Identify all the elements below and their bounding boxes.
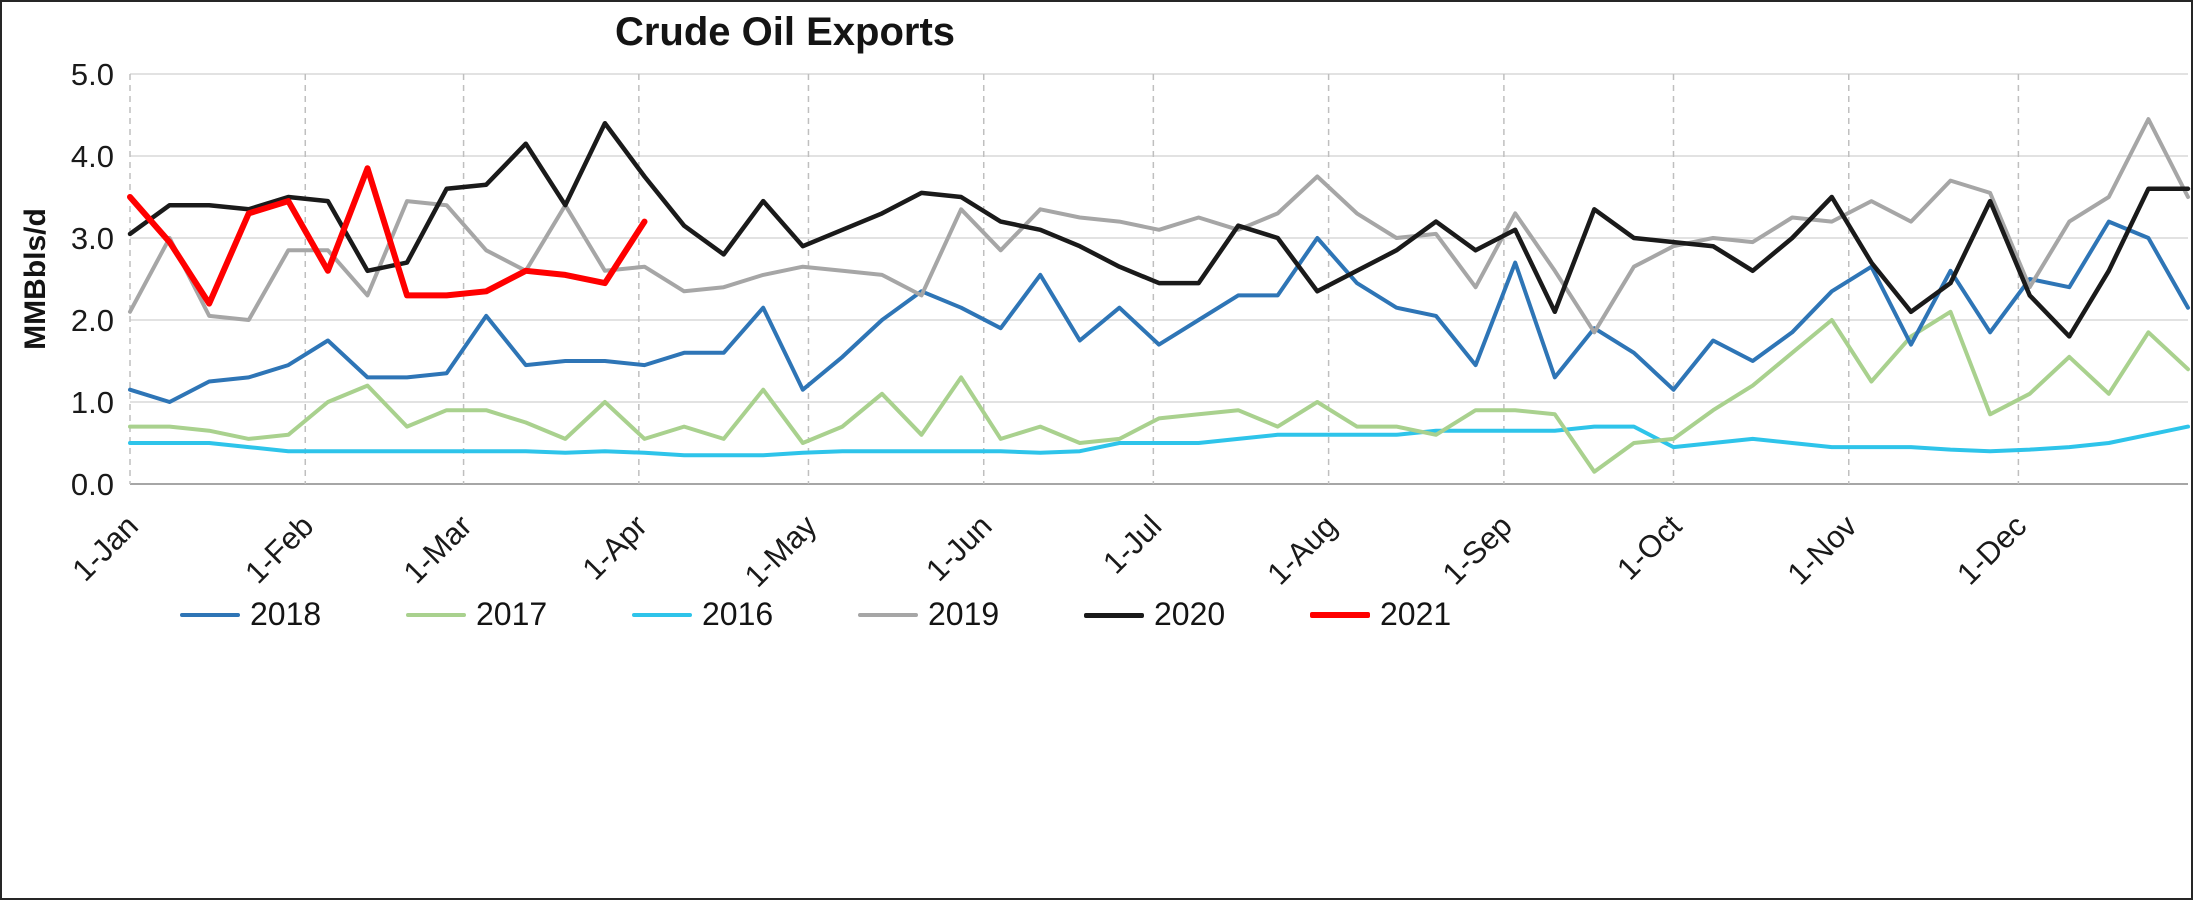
x-tick-label: 1-Oct xyxy=(1610,508,1689,587)
chart-title: Crude Oil Exports xyxy=(614,10,956,54)
x-tick-label: 1-Apr xyxy=(575,508,653,586)
x-tick-label: 1-Jan xyxy=(65,508,145,588)
legend-swatch-2016 xyxy=(632,613,692,617)
legend-item-2017: 2017 xyxy=(406,598,632,632)
legend-label-2021: 2021 xyxy=(1380,596,1452,632)
series-line-2020 xyxy=(127,120,2191,339)
series-line-2018 xyxy=(128,219,2190,404)
plot-area: 0.0 1.0 2.0 3.0 4.0 5.0 1-Jan 1-Feb 1-Mar 1-Apr 1-… xyxy=(65,57,2191,594)
y-tick-label: 5.0 xyxy=(71,57,114,92)
legend-label-2018: 2018 xyxy=(250,596,322,632)
series-line-2016 xyxy=(128,424,2190,458)
legend-swatch-2021 xyxy=(1310,612,1370,618)
legend-swatch-2020 xyxy=(1084,612,1144,618)
x-tick-label: 1-Nov xyxy=(1780,508,1864,592)
x-tick-label: 1-May xyxy=(738,508,824,594)
y-tick-label: 1.0 xyxy=(71,385,114,420)
legend-label-2020: 2020 xyxy=(1154,596,1226,632)
y-tick-label: 0.0 xyxy=(71,467,114,502)
series-line-2017 xyxy=(128,309,2190,474)
x-tick-label: 1-Jun xyxy=(919,508,999,588)
legend-item-2021: 2021 xyxy=(1310,598,1536,632)
legend-label-2019: 2019 xyxy=(928,596,1000,632)
legend-label-2016: 2016 xyxy=(702,596,774,632)
series-line-2019 xyxy=(128,117,2190,335)
legend-item-2020: 2020 xyxy=(1084,598,1310,632)
y-tick-label: 3.0 xyxy=(71,221,114,256)
x-tick-label: 1-Mar xyxy=(397,508,479,590)
legend-item-2019: 2019 xyxy=(858,598,1084,632)
y-tick-label: 4.0 xyxy=(71,139,114,174)
x-tick-label: 1-Feb xyxy=(238,508,320,590)
x-tick-label: 1-Sep xyxy=(1436,508,1519,591)
x-tick-label: 1-Dec xyxy=(1950,508,2033,591)
x-tick-label: 1-Jul xyxy=(1096,508,1168,580)
legend-item-2016: 2016 xyxy=(632,598,858,632)
legend-swatch-2019 xyxy=(858,613,918,617)
series-line-2021 xyxy=(127,165,648,307)
legend: 2018 2017 2016 2019 2020 2021 xyxy=(180,598,1536,632)
legend-label-2017: 2017 xyxy=(476,596,548,632)
legend-swatch-2018 xyxy=(180,613,240,617)
legend-item-2018: 2018 xyxy=(180,598,406,632)
x-tick-label: 1-Aug xyxy=(1260,508,1343,591)
legend-swatch-2017 xyxy=(406,613,466,617)
y-tick-label: 2.0 xyxy=(71,303,114,338)
